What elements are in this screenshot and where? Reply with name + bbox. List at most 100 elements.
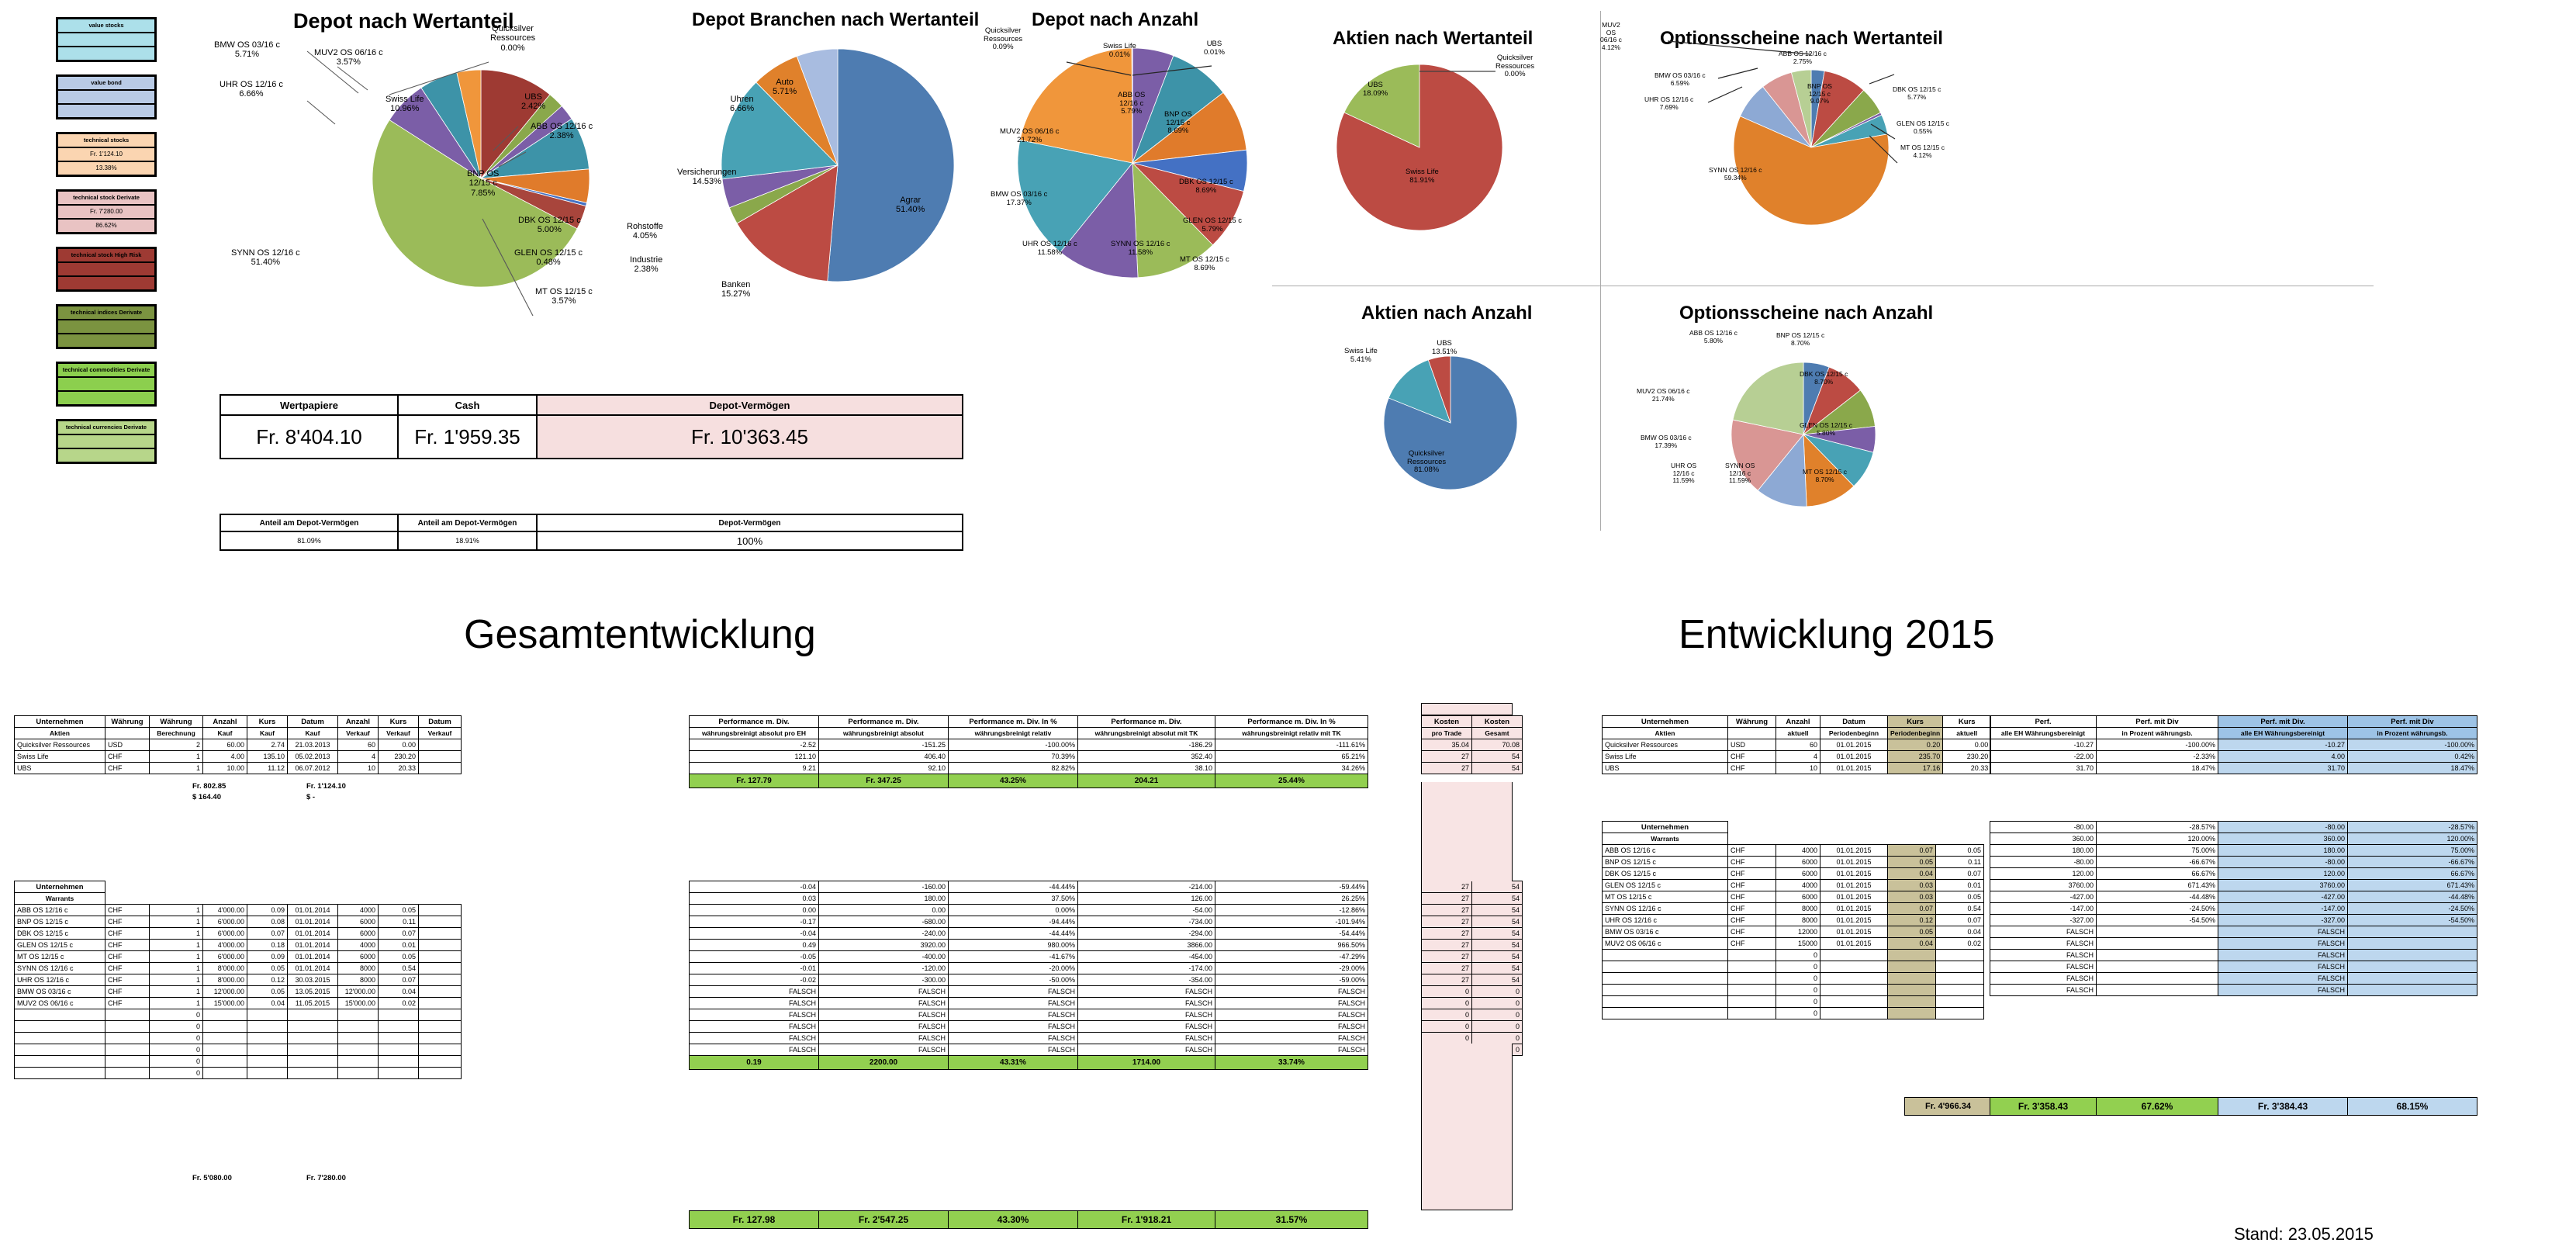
table-cell: FALSCH — [818, 1032, 949, 1044]
summary-top-value: Fr. 8'404.10 — [220, 414, 399, 459]
table-cell — [287, 1020, 338, 1033]
table-cell: 2200.00 — [818, 1055, 949, 1070]
aktien-total-usd: $ 164.40 — [192, 793, 221, 801]
table-cell — [287, 1032, 338, 1044]
pie1-label-mt: MT OS 12/15 c 3.57% — [535, 287, 593, 306]
table-total-row: Fr. 4'966.34 — [1904, 1097, 1992, 1116]
table-cell: 230.20 — [378, 750, 419, 763]
table-cell: -454.00 — [1077, 950, 1215, 963]
table-cell — [247, 1044, 288, 1056]
table-cell: 92.10 — [818, 762, 949, 774]
table-cell: 0 — [1421, 997, 1472, 1009]
legend-box-7: technical currencies Derivate — [56, 419, 157, 464]
table-header-row: Unternehmen Währung Währung Anzahl Kurs Datum… — [14, 715, 462, 728]
table-cell — [105, 1009, 150, 1021]
legend-box-4: technical stock High Risk — [56, 247, 157, 292]
legend-amount — [58, 263, 154, 277]
table-row: -147.00 -24.50% -147.00 -24.50% — [1990, 902, 2477, 915]
table-cell: FALSCH — [1990, 926, 2097, 938]
table-cell: 68.15% — [2347, 1097, 2477, 1116]
legend-percent — [58, 105, 154, 117]
table-cell — [202, 1055, 247, 1068]
table-cell: 0 — [149, 1067, 203, 1079]
table-total-row: Fr. 3'358.43 67.62% Fr. 3'384.43 68.15% — [1990, 1097, 2477, 1116]
table-cell — [337, 1032, 379, 1044]
table-cell: CHF — [1727, 926, 1776, 938]
table-row: DBK OS 12/15 c CHF 6000 01.01.2015 0.04 0.07 — [1602, 867, 1984, 880]
table-cell: 01.01.2015 — [1820, 844, 1888, 857]
table-cell: -400.00 — [818, 950, 949, 963]
table-cell: CHF — [105, 950, 150, 963]
warrants-table-right: Unternehmen Warrants ABB OS 12/16 c CHF 4000… — [1602, 821, 1984, 1019]
chart-title-aktien-wertanteil: Aktien nach Wertanteil — [1333, 28, 1533, 49]
table-cell — [105, 727, 150, 739]
table-cell: 4000 — [337, 939, 379, 951]
table-cell — [2347, 949, 2477, 961]
table-row: BNP OS 12/15 c CHF 6000 01.01.2015 0.05 0.11 — [1602, 856, 1984, 868]
table-cell: währungsbreinigt relativ mit TK — [1215, 727, 1368, 739]
table-row: Swiss Life CHF 1 4.00 135.10 05.02.2013 4 230.2… — [14, 750, 462, 763]
table-cell: 1 — [149, 985, 203, 998]
table-cell: FALSCH — [948, 1032, 1078, 1044]
chart-title-aktien-anzahl: Aktien nach Anzahl — [1361, 303, 1533, 324]
table-cell: 54 — [1471, 974, 1523, 986]
table-cell: 01.01.2015 — [1820, 739, 1888, 751]
table-cell — [378, 1032, 419, 1044]
table-cell: 204.21 — [1077, 774, 1215, 788]
table-cell — [202, 1067, 247, 1079]
pie2-label-rohstoffe: Rohstoffe 4.05% — [627, 222, 663, 241]
table-cell — [1727, 727, 1776, 739]
table-cell: Unternehmen — [14, 881, 105, 893]
table-cell: Performance m. Div. — [689, 715, 819, 728]
table-cell: 01.01.2014 — [287, 962, 338, 974]
kosten-table-cap — [1421, 703, 1513, 715]
table-cell: -111.61% — [1215, 739, 1368, 751]
summary-top-value: Fr. 1'959.35 — [397, 414, 538, 459]
legend-percent — [58, 392, 154, 404]
pie4-label-quicksilver: Quicksilver Ressources 0.00% — [1495, 54, 1535, 79]
table-cell: FALSCH — [1990, 961, 2097, 973]
table-cell: Quicksilver Ressources — [14, 739, 105, 751]
table-cell: 0.04 — [378, 985, 419, 998]
table-cell — [1887, 984, 1936, 996]
table-cell: 31.70 — [1990, 762, 2097, 774]
warrants-total-verkauf: Fr. 7'280.00 — [306, 1174, 346, 1182]
table-cell: 43.30% — [948, 1210, 1078, 1229]
table-cell: FALSCH — [689, 1044, 819, 1056]
table-cell: 980.00% — [948, 939, 1078, 951]
table-cell: 25.44% — [1215, 774, 1368, 788]
table-cell: Datum — [418, 715, 462, 728]
table-cell: FALSCH — [1215, 997, 1368, 1009]
pie6-label-uhr: UHR OS 12/16 c 7.69% — [1644, 95, 1694, 111]
table-cell: UHR OS 12/16 c — [1602, 914, 1728, 926]
table-cell: -54.44% — [1215, 927, 1368, 940]
pie-os-anzahl — [1731, 362, 1876, 507]
table-cell: 54 — [1471, 950, 1523, 963]
table-cell: -151.25 — [818, 739, 949, 751]
table-cell: 06.07.2012 — [287, 762, 338, 774]
table-cell: -50.00% — [948, 974, 1078, 986]
table-cell: 6000 — [337, 916, 379, 928]
table-cell: -28.57% — [2347, 821, 2477, 833]
table-cell: ABB OS 12/16 c — [14, 904, 105, 916]
table-cell: 0 — [149, 1032, 203, 1044]
table-cell: MUV2 OS 06/16 c — [14, 997, 105, 1009]
table-cell: 126.00 — [1077, 892, 1215, 905]
table-cell — [1887, 972, 1936, 985]
table-cell: 31.57% — [1215, 1210, 1368, 1229]
table-cell: 2.74 — [247, 739, 288, 751]
table-cell — [337, 1009, 379, 1021]
table-cell: -300.00 — [818, 974, 949, 986]
table-cell: 0.42% — [2347, 750, 2477, 763]
table-cell: 27 — [1421, 927, 1472, 940]
table-cell — [418, 739, 462, 751]
table-cell: MUV2 OS 06/16 c — [1602, 937, 1728, 950]
pie-slice-synn-os-12-16-c — [1733, 116, 1890, 226]
table-cell: -100.00% — [948, 739, 1078, 751]
table-cell: -147.00 — [2218, 902, 2348, 915]
table-cell: 27 — [1421, 974, 1472, 986]
table-cell — [247, 1032, 288, 1044]
table-cell: -427.00 — [1990, 891, 2097, 903]
table-cell: 15000 — [1776, 937, 1820, 950]
